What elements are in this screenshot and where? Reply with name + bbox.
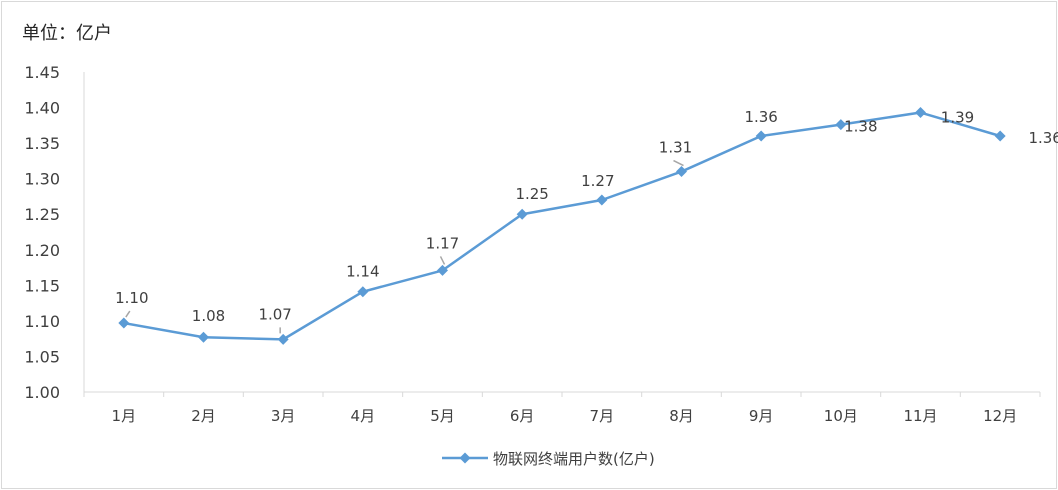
- x-tick-label: 6月: [510, 407, 535, 425]
- y-tick-label: 1.10: [24, 312, 60, 331]
- data-point-marker: [835, 119, 847, 131]
- x-axis: 1月 2月 3月 4月 5月 6月 7月 8月 9月 10月 11月 12月: [83, 391, 1041, 425]
- x-tick-label: 10月: [824, 407, 858, 425]
- y-tick-label: 1.45: [24, 63, 60, 82]
- y-tick-label: 1.05: [24, 347, 60, 366]
- x-tick-label: 9月: [749, 407, 774, 425]
- x-tick-label: 2月: [191, 407, 216, 425]
- x-tick-label: 1月: [112, 407, 137, 425]
- legend: 物联网终端用户数(亿户): [442, 450, 655, 468]
- data-point-marker: [118, 317, 130, 329]
- data-label: 1.25: [515, 185, 548, 203]
- data-point-marker: [198, 331, 209, 343]
- data-point-marker: [516, 208, 528, 220]
- legend-marker: [459, 452, 471, 464]
- data-label: 1.14: [346, 263, 379, 281]
- x-tick-label: 8月: [669, 407, 694, 425]
- data-point-marker: [596, 194, 608, 206]
- data-point-marker: [437, 264, 448, 276]
- data-point-marker: [357, 286, 369, 298]
- y-axis: 1.00 1.05 1.10 1.15 1.20 1.25 1.30 1.35 1.40 1.45: [24, 63, 85, 402]
- data-point-marker: [994, 130, 1006, 142]
- unit-label: 单位：亿户: [22, 23, 112, 44]
- data-point-marker: [676, 166, 687, 178]
- data-point-marker: [915, 107, 926, 119]
- y-tick-label: 1.00: [24, 383, 60, 402]
- x-tick-label: 11月: [903, 407, 937, 425]
- data-labels: 1.10 1.08 1.07 1.14 1.17 1.25 1.27 1.31 1.36 1.38…: [115, 108, 1058, 325]
- y-tick-label: 1.40: [24, 99, 60, 118]
- data-label: 1.08: [192, 307, 225, 325]
- y-tick-label: 1.15: [24, 276, 60, 295]
- data-point-marker: [755, 130, 767, 142]
- data-label: 1.36: [744, 108, 777, 126]
- series-line: [123, 111, 1001, 341]
- x-tick-label: 4月: [351, 407, 376, 425]
- data-label: 1.27: [581, 172, 614, 190]
- data-label: 1.31: [659, 139, 692, 157]
- data-label: 1.10: [115, 289, 148, 307]
- label-leader-line: [673, 159, 684, 167]
- data-label: 1.07: [258, 305, 291, 323]
- y-tick-label: 1.35: [24, 134, 60, 153]
- x-tick-label: 5月: [430, 407, 455, 425]
- legend-entry-label: 物联网终端用户数(亿户): [493, 450, 655, 468]
- x-tick-label: 12月: [983, 407, 1017, 425]
- label-leader-line: [125, 310, 131, 318]
- x-tick-label: 7月: [590, 407, 615, 425]
- data-label: 1.36: [1028, 129, 1058, 147]
- x-tick-label: 3月: [271, 407, 296, 425]
- series-layer: [118, 107, 1006, 345]
- y-tick-label: 1.25: [24, 205, 60, 224]
- data-label: 1.39: [941, 109, 974, 127]
- y-tick-label: 1.20: [24, 241, 60, 260]
- data-label: 1.38: [844, 118, 877, 136]
- label-leader-line: [439, 256, 446, 265]
- data-point-marker: [277, 333, 289, 345]
- label-leaders: [125, 159, 684, 334]
- data-label: 1.17: [426, 234, 459, 252]
- y-tick-label: 1.30: [24, 170, 60, 189]
